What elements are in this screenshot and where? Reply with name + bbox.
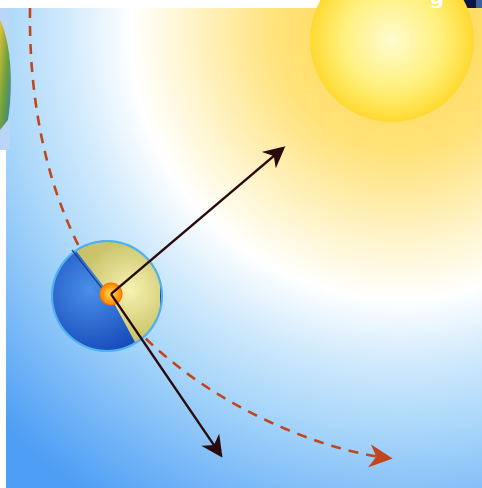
orbit-path-icon xyxy=(28,7,393,468)
header-caption-text: g xyxy=(430,0,444,7)
sunward-vector-arrow xyxy=(110,146,286,295)
neighbor-planet-icon xyxy=(0,20,11,130)
planet-icon xyxy=(51,240,163,352)
header-band-edge xyxy=(476,0,482,8)
top-panel-strip xyxy=(0,0,322,8)
sun-icon xyxy=(310,0,474,122)
velocity-vector-arrow xyxy=(110,293,223,458)
header-caption: g xyxy=(322,0,482,8)
